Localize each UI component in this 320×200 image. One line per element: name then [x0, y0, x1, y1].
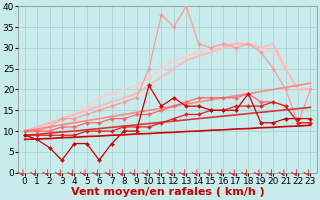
X-axis label: Vent moyen/en rafales ( km/h ): Vent moyen/en rafales ( km/h )	[71, 187, 264, 197]
